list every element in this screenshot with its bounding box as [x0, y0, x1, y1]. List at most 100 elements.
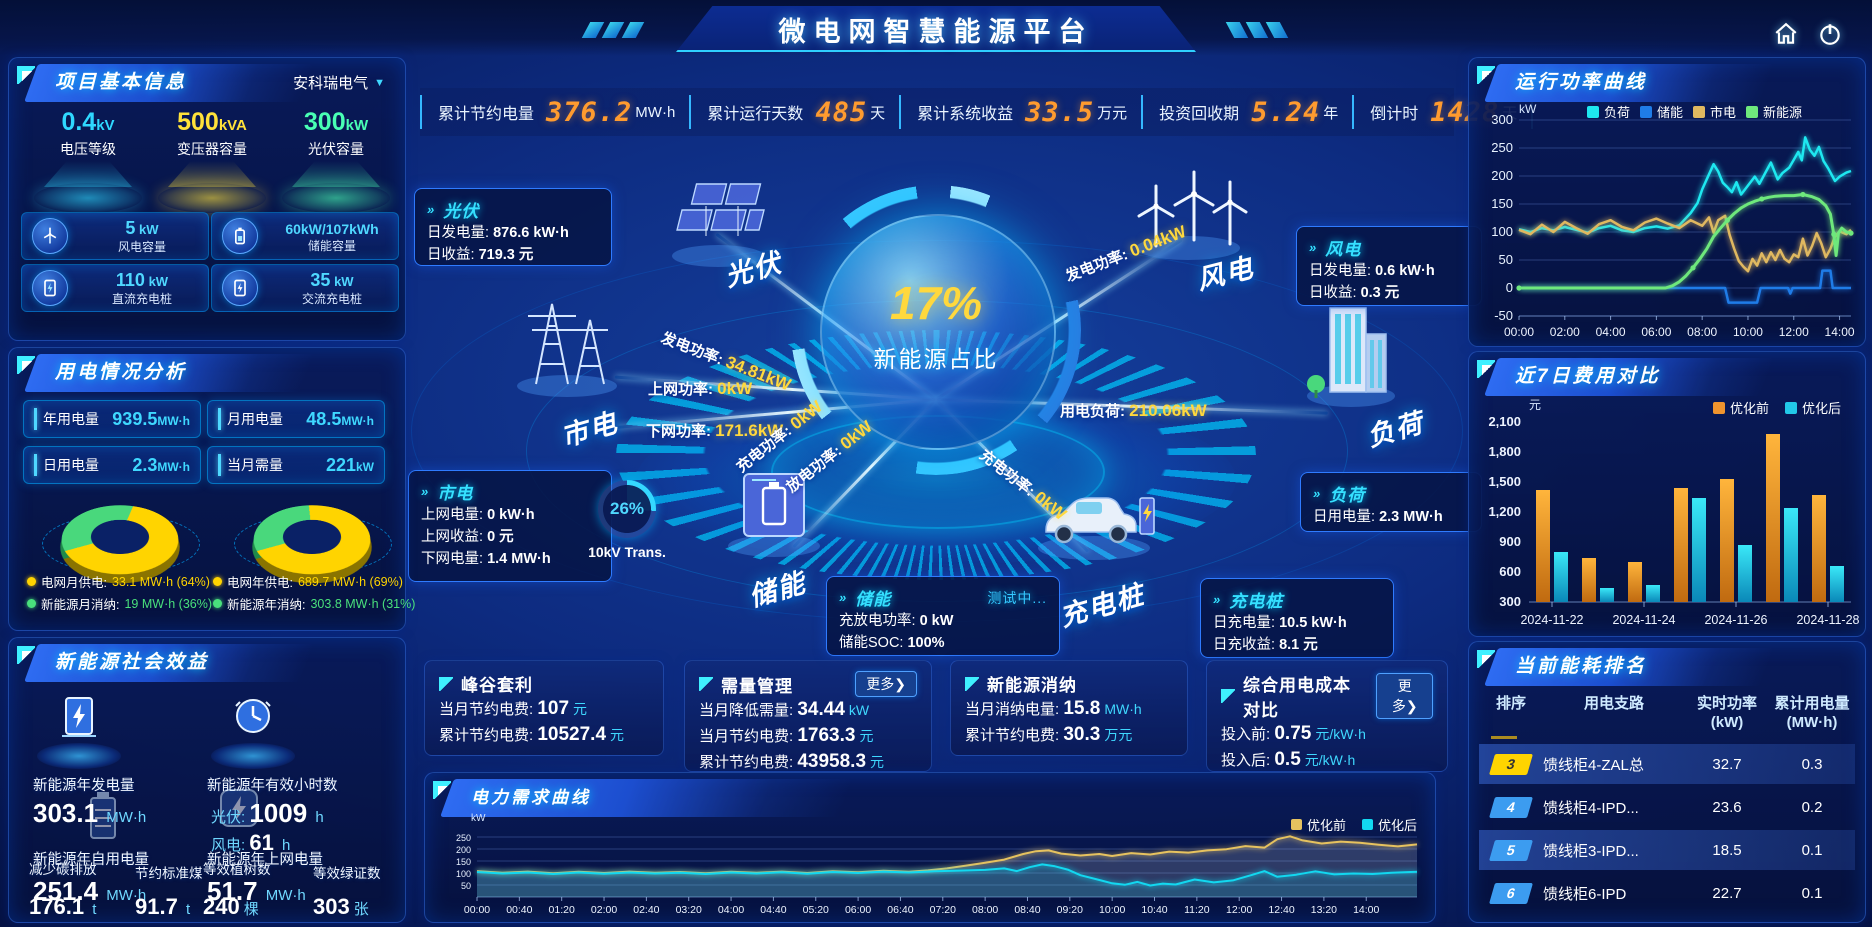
energy-cell: 0.1 — [1801, 884, 1823, 902]
podium-platform-glow — [282, 183, 390, 213]
rank-badge: 5 — [1488, 839, 1534, 861]
more-button[interactable]: 更多❯ — [1376, 673, 1433, 719]
usage-pill-unit: MW·h — [157, 459, 190, 474]
wind-row-label: 日发电量: — [1309, 263, 1376, 279]
ranking-row-5[interactable]: 5 馈线柜3-IPD... 18.5 0.1 — [1479, 830, 1855, 870]
effective-hours-pedestal — [207, 694, 299, 769]
summary-title-peak-valley-arbitrage: 峰谷套利 — [439, 671, 649, 696]
load-info-row-0: 日用电量: 2.3 MW·h — [1313, 506, 1469, 528]
ranking-col-1: 用电支路 — [1543, 694, 1685, 732]
panel-project-info: 项目基本信息 安科瑞电气 ▼ 0.4kV 电压等级 500kVA 变压器容量 300kW… — [8, 57, 406, 341]
stat-unit: MW·h — [635, 103, 676, 121]
legend-item-市电[interactable]: 市电 — [1693, 102, 1736, 121]
company-select-value: 安科瑞电气 — [293, 75, 369, 92]
summary-row-value: 0.5 — [1274, 749, 1301, 770]
stat-item: 累计节约电量 376.2 MW·h — [420, 95, 689, 129]
svg-text:10:40: 10:40 — [1141, 904, 1167, 916]
flow-value: 210.06kW — [1129, 401, 1207, 420]
home-button[interactable] — [1768, 16, 1804, 52]
charger-info-row-0: 日充电量: 10.5 kW·h — [1213, 612, 1381, 634]
carbon-reduction-value: 176.1 t — [29, 894, 96, 920]
carbon-reduction-value-unit: t — [88, 901, 97, 918]
storage-info-row-1: 储能SOC: 100% — [839, 632, 1047, 654]
trees-equivalent-value-unit: 棵 — [243, 901, 259, 918]
pv-info-box: » 光伏 日发电量: 876.6 kW·h 日收益: 719.3 元 — [414, 188, 612, 266]
capacity-label: 风电容量 — [117, 240, 166, 254]
carbon-reduction-label: 减少碳排放 — [29, 862, 97, 877]
cost-chart-legend: 优化前 优化后 — [1712, 398, 1841, 417]
pv-row-label: 日发电量: — [427, 225, 494, 241]
pedestal-glow — [37, 743, 121, 769]
renewable-percent-label: 新能源占比 — [873, 346, 999, 372]
panel-energy-ranking: 当前能耗排名 排序 用电支路 实时功率 (kW) 累计用电量 (MW·h) 3 馈线柜4-Z… — [1468, 641, 1866, 923]
svg-text:09:20: 09:20 — [1057, 904, 1083, 916]
stat-label: 累计节约电量 — [438, 106, 535, 123]
usage-pill-unit: MW·h — [341, 413, 374, 428]
pv-node-icon — [662, 178, 774, 275]
podium-0: 0.4kV 电压等级 — [27, 108, 149, 213]
effective-hours-pedestal-icon — [207, 694, 299, 749]
capacity-card-text: 35 kW 交流充电桩 — [266, 270, 398, 306]
power-cell: 22.7 — [1712, 884, 1742, 902]
usage-pill-0: 年用电量 939.5MW·h — [23, 400, 201, 438]
legend-item-新能源[interactable]: 新能源 — [1746, 102, 1802, 121]
summary-row-unit: 元/kW·h — [1304, 752, 1356, 768]
usage-pill-unit: kW — [356, 459, 374, 474]
svg-text:02:00: 02:00 — [1550, 325, 1580, 339]
ghost-battery-icon — [83, 790, 123, 847]
legend-item-储能[interactable]: 储能 — [1640, 102, 1683, 121]
wind-node-icon — [1122, 150, 1254, 267]
more-button[interactable]: 更多❯ — [855, 671, 917, 697]
legend-item-优化后[interactable]: 优化后 — [1784, 398, 1841, 417]
summary-row-unit: 万元 — [1104, 727, 1133, 743]
charger-row-label: 日充收益: — [1213, 637, 1280, 653]
flow-value: 0kW — [717, 379, 753, 398]
summary-box-renewable-consumption: 新能源消纳 当月消纳电量: 15.8 MW·h 累计节约电费: 30.3 万元 — [950, 660, 1188, 756]
power-button[interactable] — [1812, 16, 1848, 52]
legend-dot-icon — [213, 599, 222, 608]
annual-selfuse-value: 251.4 MW·h — [33, 876, 146, 907]
summary-row-unit: kW — [848, 702, 870, 718]
legend-label: 新能源月消纳: — [41, 598, 120, 612]
legend-item-优化后[interactable]: 优化后 — [1361, 815, 1417, 834]
svg-text:14:00: 14:00 — [1353, 904, 1379, 916]
svg-text:14:00: 14:00 — [1825, 325, 1855, 339]
ranking-col-3: 累计用电量 (MW·h) — [1769, 694, 1855, 732]
stat-value: 33.5 — [1025, 96, 1095, 128]
summary-row-1: 累计节约电费: 30.3 万元 — [965, 722, 1173, 748]
legend-swatch-icon — [1712, 401, 1725, 414]
legend-name: 负荷 — [1604, 105, 1631, 120]
ranking-row-6[interactable]: 6 馈线柜6-IPD 22.7 0.1 — [1479, 873, 1855, 913]
svg-text:0: 0 — [1506, 280, 1513, 295]
grid-info-title: » 市电 — [421, 479, 599, 504]
summary-title-renewable-consumption: 新能源消纳 — [965, 671, 1173, 696]
ranking-row-4[interactable]: 4 馈线柜4-IPD... 23.6 0.2 — [1479, 787, 1855, 827]
podium-beam-glow — [44, 161, 132, 187]
legend-name: 优化前 — [1729, 401, 1769, 416]
branch-cell: 馈线柜4-IPD... — [1543, 799, 1639, 817]
trees-equivalent-label: 等效植树数 — [203, 862, 271, 877]
svg-text:2024-11-28: 2024-11-28 — [1796, 613, 1859, 627]
storage-info-box: » 储能 测试中... 充放电功率: 0 kW 储能SOC: 100% — [826, 576, 1060, 656]
podium-2: 300kW 光伏容量 — [275, 108, 397, 213]
grid-info-row-2: 下网电量: 1.4 MW·h — [421, 548, 599, 570]
ranking-row-3[interactable]: 3 馈线柜4-ZAL总 32.7 0.3 — [1479, 744, 1855, 784]
summary-title-text: 需量管理 — [721, 676, 793, 696]
company-select[interactable]: 安科瑞电气 ▼ — [293, 72, 385, 93]
usage-pill-number: 48.5 — [306, 408, 342, 429]
load-row-value: 2.3 MW·h — [1379, 509, 1443, 525]
legend-item-负荷[interactable]: 负荷 — [1587, 102, 1630, 121]
legend-item-优化前[interactable]: 优化前 — [1712, 398, 1769, 417]
power-cell: 32.7 — [1712, 755, 1742, 773]
summary-title-demand-management: 需量管理 更多❯ — [699, 671, 917, 697]
svg-text:150: 150 — [1491, 196, 1513, 211]
annual-generation-value-number: 303.1 — [33, 798, 99, 828]
annual-generation-label: 新能源年发电量 — [33, 778, 135, 794]
svg-text:200: 200 — [1491, 168, 1513, 183]
donut-legend-item-3: 新能源年消纳: 303.8 MW·h (31%) — [213, 594, 415, 613]
legend-item-优化前[interactable]: 优化前 — [1290, 815, 1346, 834]
usage-pill-value: 2.3MW·h — [132, 455, 190, 476]
legend-swatch-icon — [1290, 819, 1302, 830]
green-cert-value-unit: 张 — [353, 901, 369, 918]
demand-chart: 50 100 150 200 250 00:00 00:40 01:20 02:00 02:40 0… — [429, 817, 1429, 922]
